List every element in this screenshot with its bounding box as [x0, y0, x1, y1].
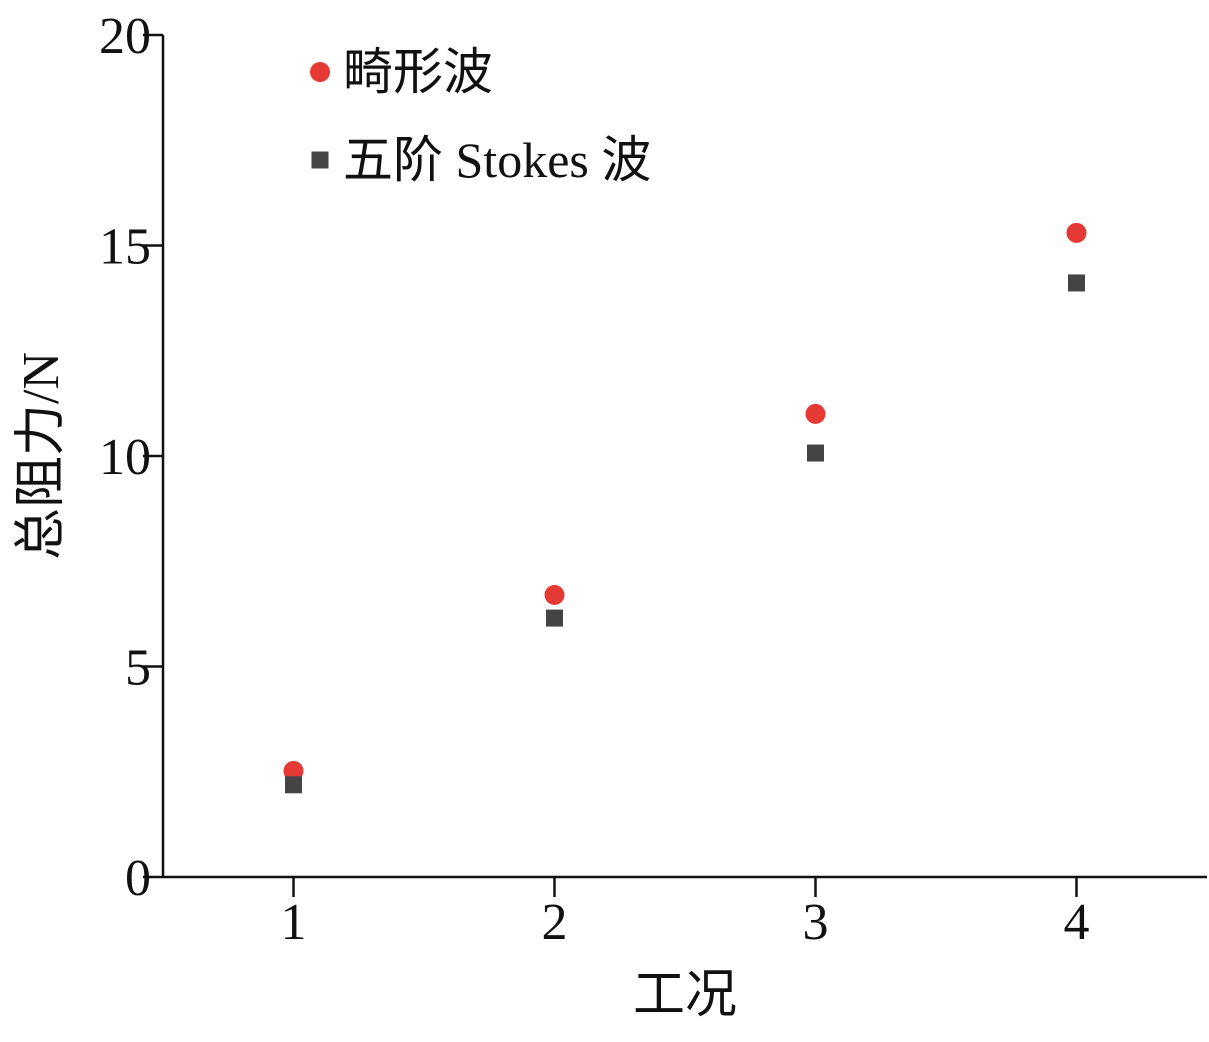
point — [807, 444, 824, 462]
legend-marker — [311, 151, 329, 169]
x-tick-label: 3 — [803, 894, 829, 951]
y-axis-label: 总阻力/N — [13, 352, 70, 560]
point — [546, 609, 563, 627]
legend-label: 五阶 Stokes 波 — [343, 132, 651, 188]
x-tick-label: 1 — [281, 894, 307, 951]
point — [1068, 274, 1085, 292]
point — [1066, 222, 1087, 243]
y-tick-label: 10 — [99, 429, 151, 486]
legend-label: 畸形波 — [343, 44, 493, 100]
point — [805, 403, 826, 424]
point — [285, 776, 302, 794]
y-tick-label: 15 — [99, 219, 151, 276]
y-tick-label: 0 — [125, 850, 151, 907]
y-tick-label: 20 — [99, 8, 151, 65]
y-tick-label: 5 — [125, 640, 151, 697]
x-tick-label: 4 — [1064, 894, 1090, 951]
legend-marker — [310, 62, 330, 82]
point — [544, 584, 565, 605]
point — [283, 760, 304, 781]
x-tick-label: 2 — [542, 894, 568, 951]
x-axis-label: 工况 — [633, 967, 737, 1024]
